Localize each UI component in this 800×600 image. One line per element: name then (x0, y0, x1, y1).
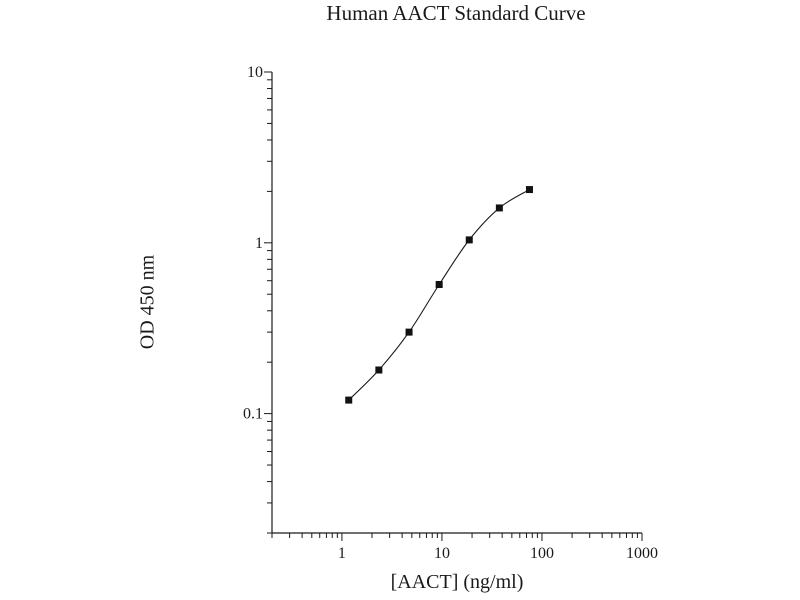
y-tick-label: 0.1 (243, 406, 263, 423)
y-axis-label: OD 450 nm (136, 254, 159, 350)
x-tick-label: 1 (338, 545, 346, 562)
x-tick-label: 100 (530, 545, 554, 562)
chart-title: Human AACT Standard Curve (326, 1, 586, 25)
y-tick-label: 10 (247, 64, 263, 81)
y-tick-label: 1 (255, 235, 263, 252)
x-tick-label: 10 (434, 545, 450, 562)
x-axis-label: [AACT] (ng/ml) (390, 571, 524, 593)
data-point (435, 281, 443, 289)
x-tick-label: 1000 (626, 545, 658, 562)
data-point (525, 186, 533, 194)
data-point (345, 396, 353, 404)
data-point (495, 204, 503, 212)
data-point (405, 328, 413, 336)
data-point (465, 236, 473, 244)
data-point (375, 366, 383, 374)
